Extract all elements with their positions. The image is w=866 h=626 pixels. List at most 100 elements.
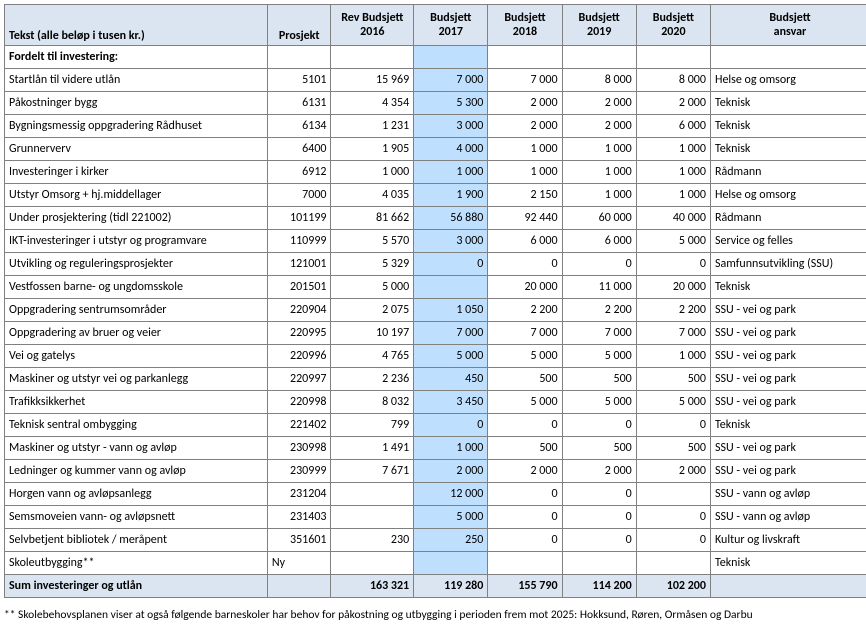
row-2018: 0: [488, 506, 562, 529]
row-ansvar: Teknisk: [710, 92, 866, 115]
row-2020: 0: [636, 414, 710, 437]
table-row: Vei og gatelys2209964 7655 0005 0005 000…: [5, 345, 866, 368]
row-2018: 0: [488, 529, 562, 552]
row-2019: 500: [562, 368, 636, 391]
row-2020: 7 000: [636, 322, 710, 345]
row-ansvar: SSU - vei og park: [710, 345, 866, 368]
row-text: Oppgradering av bruer og veier: [5, 322, 268, 345]
row-2019: 2 000: [562, 115, 636, 138]
row-2019: [562, 552, 636, 575]
row-2016: 81 662: [331, 207, 414, 230]
row-2019: 0: [562, 253, 636, 276]
row-text: Under prosjektering (tidl 221002): [5, 207, 268, 230]
row-prosjekt: 5101: [267, 69, 331, 92]
table-row: Semsmoveien vann- og avløpsnett2314035 0…: [5, 506, 866, 529]
row-2020: 500: [636, 437, 710, 460]
row-2020: 2 000: [636, 92, 710, 115]
row-text: Vei og gatelys: [5, 345, 268, 368]
row-2017: 7 000: [414, 322, 488, 345]
sum-y2018: 155 790: [488, 575, 562, 598]
row-text: Trafikksikkerhet: [5, 391, 268, 414]
table-body: Fordelt til investering: Startlån til vi…: [5, 46, 866, 598]
table-row: Bygningsmessig oppgradering Rådhuset6134…: [5, 115, 866, 138]
row-2020: 20 000: [636, 276, 710, 299]
row-2018: 5 000: [488, 345, 562, 368]
row-2017: 1 050: [414, 299, 488, 322]
row-ansvar: SSU - vann og avløp: [710, 483, 866, 506]
row-2018: 2 150: [488, 184, 562, 207]
row-2016: 4 354: [331, 92, 414, 115]
row-text: Utvikling og reguleringsprosjekter: [5, 253, 268, 276]
row-2018: 6 000: [488, 230, 562, 253]
row-2017: 12 000: [414, 483, 488, 506]
table-row: IKT-investeringer i utstyr og programvar…: [5, 230, 866, 253]
row-ansvar: Samfunnsutvikling (SSU): [710, 253, 866, 276]
row-prosjekt: 110999: [267, 230, 331, 253]
row-prosjekt: Ny: [267, 552, 331, 575]
row-text: Vestfossen barne- og ungdomsskole: [5, 276, 268, 299]
row-2019: 7 000: [562, 322, 636, 345]
row-2020: 1 000: [636, 161, 710, 184]
row-2020: 1 000: [636, 345, 710, 368]
header-2018: Budsjett2018: [488, 5, 562, 46]
row-2016: 4 765: [331, 345, 414, 368]
table-row: Vestfossen barne- og ungdomsskole2015015…: [5, 276, 866, 299]
row-2016: [331, 483, 414, 506]
row-2019: 1 000: [562, 138, 636, 161]
table-row: Startlån til videre utlån510115 9697 000…: [5, 69, 866, 92]
row-2020: 0: [636, 253, 710, 276]
row-2016: 10 197: [331, 322, 414, 345]
row-ansvar: SSU - vann og avløp: [710, 506, 866, 529]
row-2019: 500: [562, 437, 636, 460]
row-2017: 250: [414, 529, 488, 552]
row-text: Ledninger og kummer vann og avløp: [5, 460, 268, 483]
row-2017: 0: [414, 414, 488, 437]
row-2020: 2 200: [636, 299, 710, 322]
sum-y2019: 114 200: [562, 575, 636, 598]
row-ansvar: SSU - vei og park: [710, 460, 866, 483]
table-row: Påkostninger bygg61314 3545 3002 0002 00…: [5, 92, 866, 115]
row-2018: 0: [488, 483, 562, 506]
header-2020: Budsjett2020: [636, 5, 710, 46]
row-2018: 1 000: [488, 161, 562, 184]
row-prosjekt: 220998: [267, 391, 331, 414]
row-text: Investeringer i kirker: [5, 161, 268, 184]
row-2017: 56 880: [414, 207, 488, 230]
row-2017: 3 450: [414, 391, 488, 414]
row-2016: 7 671: [331, 460, 414, 483]
header-2016: Rev Budsjett2016: [331, 5, 414, 46]
row-2016: 1 491: [331, 437, 414, 460]
row-ansvar: Teknisk: [710, 115, 866, 138]
row-2017: 1 000: [414, 437, 488, 460]
row-2016: 15 969: [331, 69, 414, 92]
budget-table: Tekst (alle beløp i tusen kr.) Prosjekt …: [4, 4, 866, 598]
row-2016: 1 231: [331, 115, 414, 138]
row-text: Utstyr Omsorg + hj.middellager: [5, 184, 268, 207]
row-text: Maskiner og utstyr vei og parkanlegg: [5, 368, 268, 391]
row-text: Semsmoveien vann- og avløpsnett: [5, 506, 268, 529]
row-2017: 1 000: [414, 161, 488, 184]
row-2017: 2 000: [414, 460, 488, 483]
table-row: Skoleutbygging**NyTeknisk: [5, 552, 866, 575]
row-2017: 7 000: [414, 69, 488, 92]
table-row: Trafikksikkerhet2209988 0323 4505 0005 0…: [5, 391, 866, 414]
row-2016: [331, 552, 414, 575]
row-2018: 2 000: [488, 115, 562, 138]
row-2016: 1 905: [331, 138, 414, 161]
row-2017: 450: [414, 368, 488, 391]
row-2018: 2 000: [488, 92, 562, 115]
row-2019: 2 000: [562, 92, 636, 115]
row-ansvar: SSU - vei og park: [710, 437, 866, 460]
table-header: Tekst (alle beløp i tusen kr.) Prosjekt …: [5, 5, 866, 46]
sum-label: Sum investeringer og utlån: [5, 575, 268, 598]
row-2018: 0: [488, 253, 562, 276]
table-row: Maskiner og utstyr vei og parkanlegg2209…: [5, 368, 866, 391]
row-2016: 8 032: [331, 391, 414, 414]
table-row: Ledninger og kummer vann og avløp2309997…: [5, 460, 866, 483]
row-prosjekt: 220995: [267, 322, 331, 345]
row-2016: 5 000: [331, 276, 414, 299]
row-2018: 7 000: [488, 69, 562, 92]
row-prosjekt: 201501: [267, 276, 331, 299]
row-ansvar: Helse og omsorg: [710, 184, 866, 207]
row-ansvar: SSU - vei og park: [710, 322, 866, 345]
